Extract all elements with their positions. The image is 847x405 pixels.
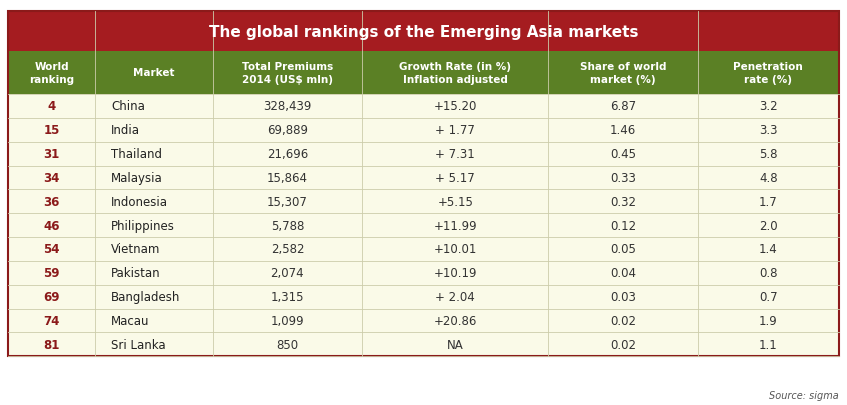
Text: 36: 36: [43, 195, 60, 208]
Bar: [8, 52, 839, 95]
Text: India: India: [111, 124, 141, 137]
Text: 1.7: 1.7: [759, 195, 778, 208]
Text: Pakistan: Pakistan: [111, 266, 161, 279]
Text: 59: 59: [43, 266, 60, 279]
Bar: [8, 119, 839, 142]
Bar: [8, 285, 839, 309]
Text: China: China: [111, 100, 145, 113]
Text: Macau: Macau: [111, 314, 150, 327]
Bar: [8, 12, 839, 356]
Text: 5,788: 5,788: [271, 219, 304, 232]
Bar: [8, 309, 839, 333]
Text: + 2.04: + 2.04: [435, 290, 475, 303]
Text: 15: 15: [43, 124, 60, 137]
Text: Bangladesh: Bangladesh: [111, 290, 180, 303]
Text: + 1.77: + 1.77: [435, 124, 475, 137]
Text: +10.01: +10.01: [434, 243, 477, 256]
Text: +10.19: +10.19: [434, 266, 477, 279]
Text: Source: sigma: Source: sigma: [769, 390, 839, 400]
Text: Vietnam: Vietnam: [111, 243, 161, 256]
Text: 3.2: 3.2: [759, 100, 778, 113]
Text: 2.0: 2.0: [759, 219, 778, 232]
Text: 4: 4: [47, 100, 56, 113]
Text: 74: 74: [43, 314, 60, 327]
Text: 34: 34: [43, 172, 60, 185]
Text: World
ranking: World ranking: [29, 62, 75, 84]
Text: 2,074: 2,074: [270, 266, 304, 279]
Text: 1,099: 1,099: [270, 314, 304, 327]
Text: 5.8: 5.8: [759, 148, 778, 161]
Text: Philippines: Philippines: [111, 219, 175, 232]
Text: 4.8: 4.8: [759, 172, 778, 185]
Text: 81: 81: [43, 338, 60, 351]
Text: 69,889: 69,889: [267, 124, 308, 137]
Text: 1.9: 1.9: [759, 314, 778, 327]
Text: NA: NA: [447, 338, 463, 351]
Text: 0.7: 0.7: [759, 290, 778, 303]
Text: 46: 46: [43, 219, 60, 232]
Text: 1,315: 1,315: [271, 290, 304, 303]
Text: Growth Rate (in %)
Inflation adjusted: Growth Rate (in %) Inflation adjusted: [399, 62, 512, 84]
Text: 0.04: 0.04: [610, 266, 636, 279]
Text: 21,696: 21,696: [267, 148, 308, 161]
Bar: [8, 237, 839, 261]
Text: +20.86: +20.86: [434, 314, 477, 327]
Text: 54: 54: [43, 243, 60, 256]
Text: 0.8: 0.8: [759, 266, 778, 279]
Bar: [8, 261, 839, 285]
Text: 0.12: 0.12: [610, 219, 636, 232]
Text: +11.99: +11.99: [434, 219, 477, 232]
Text: 850: 850: [276, 338, 298, 351]
Text: Sri Lanka: Sri Lanka: [111, 338, 166, 351]
Bar: [8, 333, 839, 356]
Text: +15.20: +15.20: [434, 100, 477, 113]
Text: 0.45: 0.45: [610, 148, 636, 161]
Text: 0.03: 0.03: [610, 290, 636, 303]
Bar: [8, 12, 839, 52]
Text: 31: 31: [43, 148, 59, 161]
Bar: [8, 214, 839, 237]
Text: 15,864: 15,864: [267, 172, 308, 185]
Bar: [8, 142, 839, 166]
Text: Malaysia: Malaysia: [111, 172, 163, 185]
Text: 328,439: 328,439: [263, 100, 312, 113]
Text: 6.87: 6.87: [610, 100, 636, 113]
Text: 69: 69: [43, 290, 60, 303]
Text: 0.32: 0.32: [610, 195, 636, 208]
Text: 0.02: 0.02: [610, 338, 636, 351]
Text: 1.1: 1.1: [759, 338, 778, 351]
Text: Share of world
market (%): Share of world market (%): [580, 62, 667, 84]
Text: 0.05: 0.05: [610, 243, 636, 256]
Text: Thailand: Thailand: [111, 148, 163, 161]
Text: The global rankings of the Emerging Asia markets: The global rankings of the Emerging Asia…: [208, 24, 639, 39]
Text: Penetration
rate (%): Penetration rate (%): [734, 62, 803, 84]
Text: 15,307: 15,307: [267, 195, 307, 208]
Bar: [8, 166, 839, 190]
Bar: [8, 190, 839, 214]
Text: 0.02: 0.02: [610, 314, 636, 327]
Text: + 7.31: + 7.31: [435, 148, 475, 161]
Text: Indonesia: Indonesia: [111, 195, 169, 208]
Text: 3.3: 3.3: [759, 124, 778, 137]
Text: 2,582: 2,582: [271, 243, 304, 256]
Text: Market: Market: [133, 68, 174, 78]
Text: 0.33: 0.33: [610, 172, 636, 185]
Text: Total Premiums
2014 (US$ mln): Total Premiums 2014 (US$ mln): [241, 62, 333, 84]
Text: + 5.17: + 5.17: [435, 172, 475, 185]
Bar: [8, 95, 839, 119]
Text: +5.15: +5.15: [437, 195, 473, 208]
Text: 1.46: 1.46: [610, 124, 636, 137]
Text: 1.4: 1.4: [759, 243, 778, 256]
